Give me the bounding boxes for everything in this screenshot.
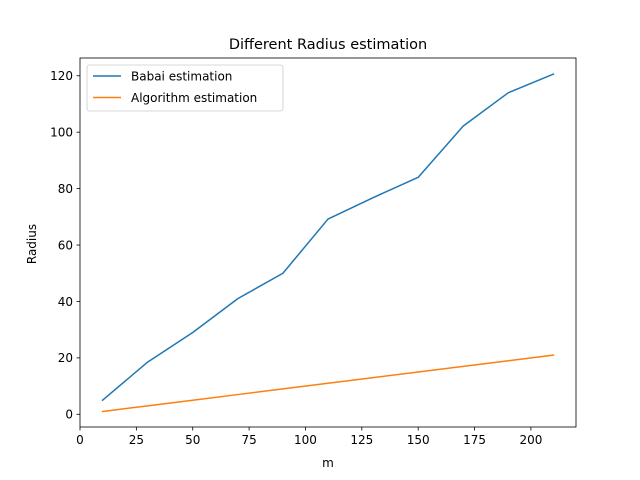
legend-box [86,64,284,112]
x-tick-label: 125 [350,433,373,447]
legend-label-1: Algorithm estimation [131,91,257,105]
series-line-1 [101,354,555,413]
y-tick-label: 120 [50,69,73,83]
x-tick-label: 200 [519,433,542,447]
y-tick-label: 100 [50,125,73,139]
x-tick-label: 50 [185,433,200,447]
y-tick-label: 80 [58,182,73,196]
y-axis-label: Radius [25,224,39,264]
x-tick-label: 175 [463,433,486,447]
series-line-0 [101,73,555,402]
x-tick-label: 150 [407,433,430,447]
x-tick-label: 25 [129,433,144,447]
x-tick-label: 75 [241,433,256,447]
y-tick-label: 60 [58,238,73,252]
chart-title: Different Radius estimation [229,37,427,53]
axes-frame [79,57,577,428]
legend: Babai estimation Algorithm estimation [86,64,284,112]
x-tick-label: 100 [294,433,317,447]
x-tick-label: 0 [76,433,84,447]
y-tick-label: 0 [65,408,73,422]
y-tick-label: 40 [58,295,73,309]
legend-label-0: Babai estimation [131,70,232,84]
y-tick-label: 20 [58,351,73,365]
x-axis-label: m [322,456,334,470]
plot-area: 0 25 50 75 100 125 150 175 200 0 20 40 60 80 100 120 Bab… [50,57,577,447]
